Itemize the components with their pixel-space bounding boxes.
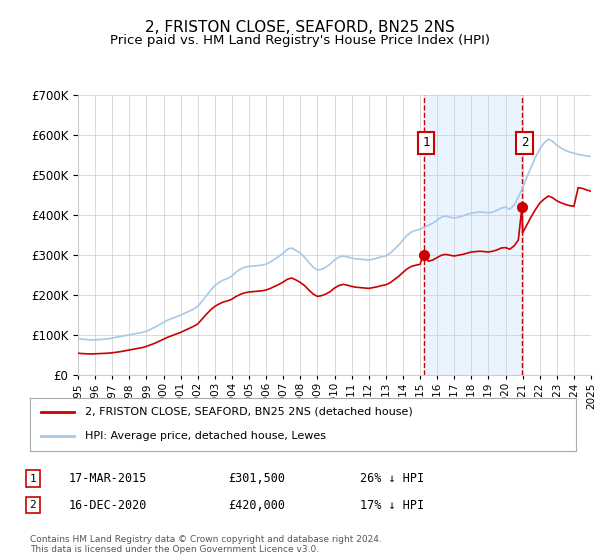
Text: 26% ↓ HPI: 26% ↓ HPI xyxy=(360,472,424,486)
Text: 16-DEC-2020: 16-DEC-2020 xyxy=(69,498,148,512)
Text: HPI: Average price, detached house, Lewes: HPI: Average price, detached house, Lewe… xyxy=(85,431,326,441)
Text: 1: 1 xyxy=(29,474,37,484)
Text: £420,000: £420,000 xyxy=(228,498,285,512)
Text: 17-MAR-2015: 17-MAR-2015 xyxy=(69,472,148,486)
Text: £301,500: £301,500 xyxy=(228,472,285,486)
Text: 1: 1 xyxy=(422,136,430,150)
Text: Price paid vs. HM Land Registry's House Price Index (HPI): Price paid vs. HM Land Registry's House … xyxy=(110,34,490,46)
Text: 2: 2 xyxy=(29,500,37,510)
Bar xyxy=(424,95,522,375)
Text: 2: 2 xyxy=(521,136,528,150)
Text: 2, FRISTON CLOSE, SEAFORD, BN25 2NS (detached house): 2, FRISTON CLOSE, SEAFORD, BN25 2NS (det… xyxy=(85,407,412,417)
Text: 2, FRISTON CLOSE, SEAFORD, BN25 2NS: 2, FRISTON CLOSE, SEAFORD, BN25 2NS xyxy=(145,20,455,35)
Text: Contains HM Land Registry data © Crown copyright and database right 2024.
This d: Contains HM Land Registry data © Crown c… xyxy=(30,535,382,554)
Text: 17% ↓ HPI: 17% ↓ HPI xyxy=(360,498,424,512)
